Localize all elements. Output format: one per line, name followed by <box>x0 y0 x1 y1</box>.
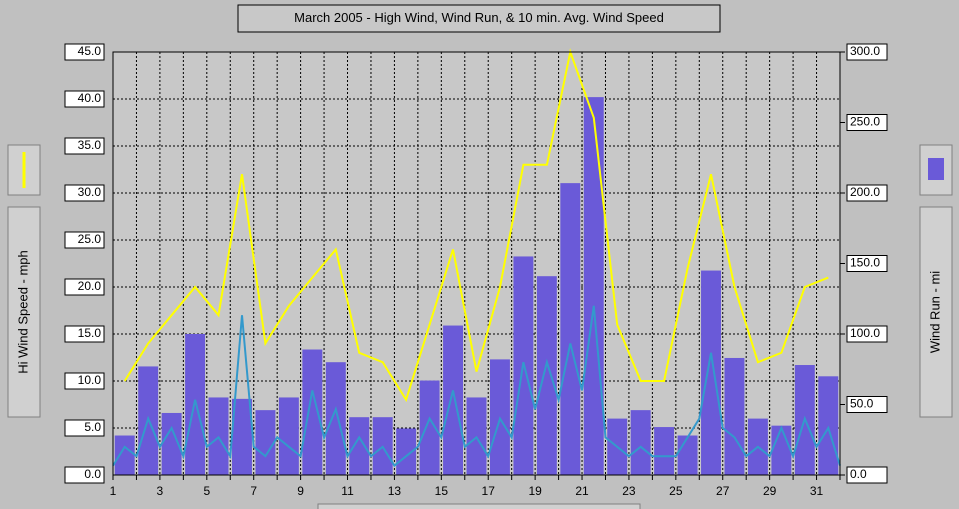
tick-label-box <box>846 255 888 272</box>
x-tick-label: 3 <box>157 484 164 498</box>
x-tick-label: 27 <box>716 484 730 498</box>
y-tick-label: 20.0 <box>78 279 102 293</box>
bar <box>161 412 182 475</box>
tick-label-box <box>846 184 888 202</box>
bar <box>560 183 581 475</box>
bar <box>724 357 745 475</box>
tick-label-box <box>64 419 105 437</box>
y2-tick-label: 150.0 <box>850 256 880 270</box>
tick-label-box <box>846 114 888 131</box>
x-tick-label: 17 <box>482 484 496 498</box>
bar <box>325 362 346 475</box>
line <box>112 305 841 468</box>
bar <box>630 410 651 475</box>
x-tick-label: 13 <box>388 484 402 498</box>
x-tick-label: 21 <box>575 484 589 498</box>
bar <box>818 376 839 475</box>
y-tick-label: 0.0 <box>84 467 101 481</box>
bar <box>255 410 276 475</box>
bar <box>654 427 675 475</box>
bar <box>349 417 370 475</box>
axis-label-box <box>7 206 41 418</box>
y-tick-label: 10.0 <box>78 373 102 387</box>
tick-label-box <box>64 278 105 296</box>
tick-label-box <box>64 325 105 343</box>
tick-label-box <box>64 231 105 249</box>
x-tick-label: 7 <box>250 484 257 498</box>
bar <box>771 425 792 475</box>
x-tick-label: 31 <box>810 484 824 498</box>
y2-tick-label: 300.0 <box>850 44 880 58</box>
tick-label-box <box>846 396 888 413</box>
y2-tick-label: 100.0 <box>850 326 880 340</box>
tick-label-box <box>64 43 105 61</box>
bar <box>419 380 440 475</box>
y2-tick-label: 50.0 <box>850 397 874 411</box>
bar <box>278 397 299 475</box>
x-tick-label: 29 <box>763 484 777 498</box>
x-tick-label: 5 <box>203 484 210 498</box>
legend-bar-icon <box>928 158 944 180</box>
x-tick-label: 9 <box>297 484 304 498</box>
x-tick-label: 15 <box>435 484 449 498</box>
tick-label-box <box>64 466 105 484</box>
tick-label-box <box>64 372 105 390</box>
x-tick-label: 1 <box>110 484 117 498</box>
bar <box>232 398 252 475</box>
y-axis-label: Hi Wind Speed - mph <box>15 250 30 374</box>
y-tick-label: 25.0 <box>78 232 102 246</box>
y2-tick-label: 250.0 <box>850 115 880 129</box>
plot-border <box>112 51 841 476</box>
y-tick-label: 40.0 <box>78 91 102 105</box>
y-tick-label: 30.0 <box>78 185 102 199</box>
bar <box>114 435 135 475</box>
tick-label-box <box>64 184 105 202</box>
y-tick-label: 15.0 <box>78 326 102 340</box>
x-tick-label: 25 <box>669 484 683 498</box>
x-tick-label: 23 <box>622 484 636 498</box>
tick-label-box <box>846 466 888 484</box>
y-tick-label: 35.0 <box>78 138 102 152</box>
bar <box>536 276 557 475</box>
y2-tick-label: 200.0 <box>850 185 880 199</box>
y-tick-label: 45.0 <box>78 44 102 58</box>
line <box>123 48 829 403</box>
x-tick-label: 11 <box>341 484 354 498</box>
bar <box>396 428 417 475</box>
tick-label-box <box>846 325 888 343</box>
bar <box>583 97 604 476</box>
bar <box>701 270 721 475</box>
tick-label-box <box>846 43 888 61</box>
bar <box>443 325 464 475</box>
scroll-box <box>317 503 641 509</box>
y2-axis-label: Wind Run - mi <box>927 271 942 353</box>
x-tick-label: 19 <box>528 484 542 498</box>
chart-title: March 2005 - High Wind, Wind Run, & 10 m… <box>294 10 664 25</box>
y2-tick-label: 0.0 <box>850 467 867 481</box>
tick-label-box <box>64 90 105 108</box>
bar <box>302 349 323 475</box>
axis-label-box <box>919 206 953 418</box>
y-tick-label: 5.0 <box>84 420 101 434</box>
tick-label-box <box>64 137 105 155</box>
bar <box>677 435 698 475</box>
title-box <box>237 4 721 33</box>
